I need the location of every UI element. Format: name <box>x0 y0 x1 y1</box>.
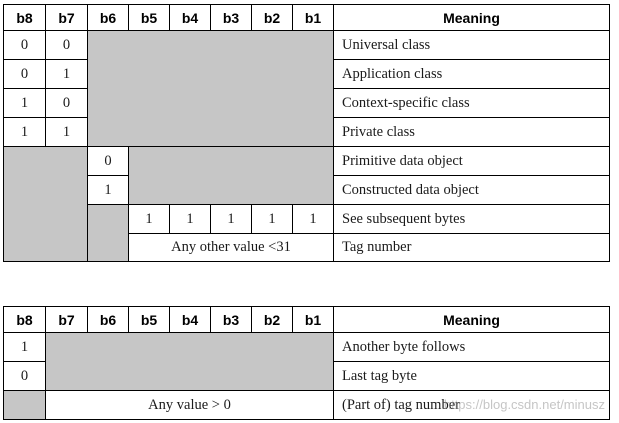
table-row: 1 0 Context-specific class <box>3 88 610 118</box>
shaded-cell <box>3 146 88 262</box>
cell-meaning: Universal class <box>333 30 610 60</box>
table-row: 1 1 1 1 1 See subsequent bytes <box>4 204 610 262</box>
header-b3: b3 <box>210 306 252 333</box>
cell-meaning: (Part of) tag number <box>333 390 610 420</box>
cell-meaning: See subsequent bytes <box>333 204 610 234</box>
shaded-cell <box>45 332 334 391</box>
cell-b7: 1 <box>45 117 88 147</box>
cell-b8: 0 <box>3 59 46 89</box>
cell-meaning: Constructed data object <box>333 175 610 205</box>
header-b3: b3 <box>210 4 252 31</box>
cell-span-value: Any other value <31 <box>128 233 334 262</box>
table-row: 0 0 Universal class <box>3 30 610 147</box>
cell-b8: 0 <box>3 30 46 60</box>
tag-number-table: b8 b7 b6 b5 b4 b3 b2 b1 Meaning 1 Anothe… <box>3 306 610 420</box>
header-b8: b8 <box>3 306 46 333</box>
shaded-cell <box>3 390 46 420</box>
table-row: Any other value <31 Tag number <box>4 233 610 262</box>
header-b6: b6 <box>87 4 129 31</box>
cell-meaning: Last tag byte <box>333 361 610 391</box>
header-b4: b4 <box>169 306 211 333</box>
header-b1: b1 <box>292 4 334 31</box>
cell-b8: 0 <box>3 361 46 391</box>
shaded-cell <box>87 30 334 147</box>
header-b7: b7 <box>45 306 88 333</box>
table-row: 0 1 Application class <box>3 59 610 89</box>
shaded-cell <box>128 146 334 205</box>
header-b2: b2 <box>251 306 293 333</box>
header-b4: b4 <box>169 4 211 31</box>
cell-b5: 1 <box>128 204 170 234</box>
cell-b4: 1 <box>169 204 211 234</box>
cell-b6: 1 <box>87 175 129 205</box>
cell-b8: 1 <box>3 88 46 118</box>
header-b5: b5 <box>128 306 170 333</box>
header-b1: b1 <box>292 306 334 333</box>
cell-b7: 1 <box>45 59 88 89</box>
cell-b8: 1 <box>3 332 46 362</box>
header-meaning: Meaning <box>333 4 610 31</box>
header-b5: b5 <box>128 4 170 31</box>
cell-b1: 1 <box>292 204 334 234</box>
header-b6: b6 <box>87 306 129 333</box>
tag-class-table: b8 b7 b6 b5 b4 b3 b2 b1 Meaning 0 0 Univ… <box>3 4 610 262</box>
cell-meaning: Primitive data object <box>333 146 610 176</box>
cell-span-value: Any value > 0 <box>45 390 334 420</box>
header-b2: b2 <box>251 4 293 31</box>
shaded-cell <box>87 204 129 262</box>
table-row: 1 Another byte follows <box>3 332 610 391</box>
header-b8: b8 <box>3 4 46 31</box>
cell-meaning: Context-specific class <box>333 88 610 118</box>
cell-b7: 0 <box>45 88 88 118</box>
header-meaning: Meaning <box>333 306 610 333</box>
cell-meaning: Another byte follows <box>333 332 610 362</box>
cell-meaning: Tag number <box>333 233 610 262</box>
cell-meaning: Application class <box>333 59 610 89</box>
table-row: 1 Constructed data object <box>4 175 610 205</box>
cell-b6: 0 <box>87 146 129 176</box>
table-row: 0 Primitive data object <box>3 146 610 262</box>
cell-b8: 1 <box>3 117 46 147</box>
header-row: b8 b7 b6 b5 b4 b3 b2 b1 Meaning <box>3 306 610 333</box>
header-b7: b7 <box>45 4 88 31</box>
header-row: b8 b7 b6 b5 b4 b3 b2 b1 Meaning <box>3 4 610 31</box>
cell-b7: 0 <box>45 30 88 60</box>
cell-b2: 1 <box>251 204 293 234</box>
table-row: Any value > 0 (Part of) tag number <box>3 390 610 420</box>
cell-b3: 1 <box>210 204 252 234</box>
cell-meaning: Private class <box>333 117 610 147</box>
